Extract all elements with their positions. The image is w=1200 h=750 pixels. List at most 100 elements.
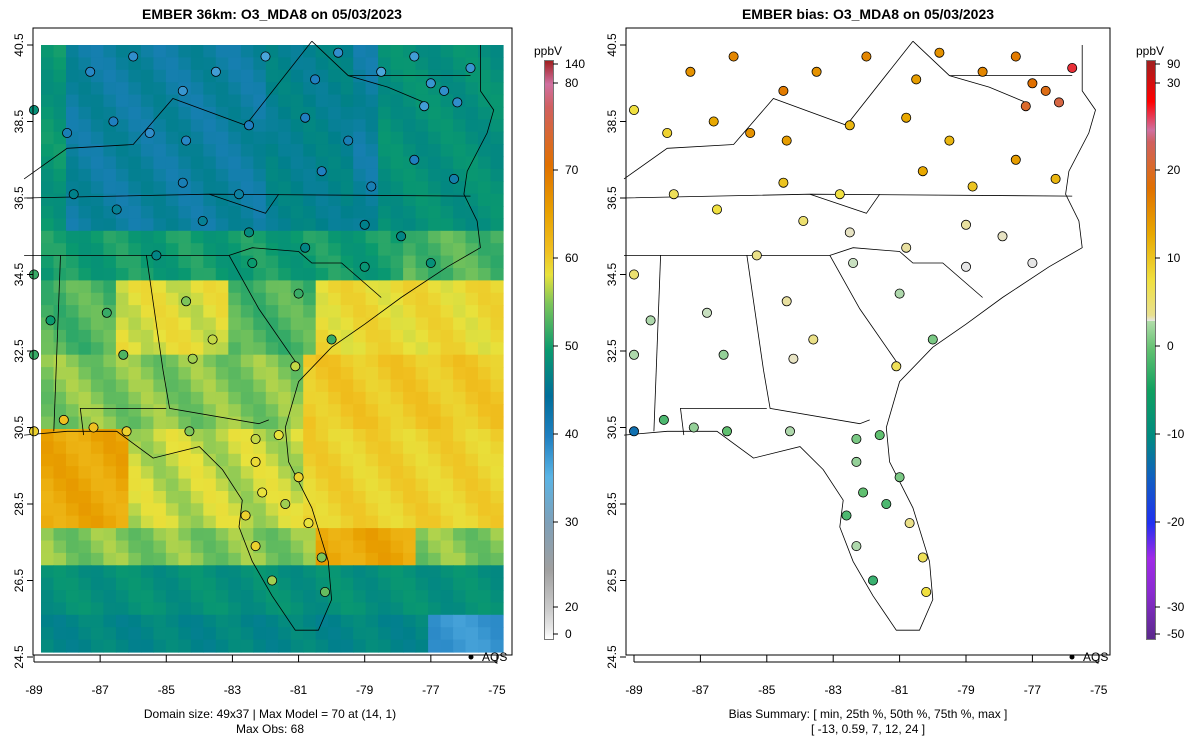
grid-cell (465, 305, 479, 319)
grid-cell (66, 552, 80, 566)
grid-cell (278, 156, 292, 170)
boundary-line (623, 40, 914, 180)
grid-cell (90, 218, 104, 232)
grid-cell (240, 69, 254, 83)
grid-cell (390, 367, 404, 381)
grid-cell (90, 491, 104, 504)
grid-cell (53, 45, 67, 58)
grid-cell (378, 565, 392, 579)
grid-cell (215, 243, 229, 257)
grid-cell (278, 280, 292, 294)
grid-cell (265, 329, 279, 343)
grid-cell (465, 367, 479, 381)
grid-cell (265, 404, 279, 418)
grid-cell (228, 57, 242, 71)
grid-cell (440, 317, 454, 331)
station-obs-point (376, 66, 387, 77)
grid-cell (265, 82, 279, 96)
grid-cell (78, 466, 92, 480)
grid-cell (315, 57, 329, 71)
grid-cell (203, 478, 217, 492)
grid-cell (228, 565, 242, 579)
grid-cell (378, 193, 392, 207)
station-obs-point (184, 426, 195, 437)
grid-cell (315, 329, 329, 343)
grid-cell (378, 144, 392, 158)
grid-cell (453, 193, 467, 207)
grid-cell (403, 478, 417, 492)
grid-cell (340, 379, 354, 393)
grid-cell (128, 491, 142, 504)
grid-cell (478, 94, 492, 108)
grid-cell (140, 292, 154, 306)
grid-cell (240, 206, 254, 219)
grid-cell (153, 144, 167, 158)
grid-cell (328, 243, 342, 257)
grid-cell (465, 45, 479, 58)
colorbar-tick-label-left: 80 (565, 76, 579, 90)
grid-cell (290, 94, 304, 108)
grid-cell (365, 429, 379, 442)
grid-cell (240, 131, 254, 145)
grid-cell (140, 552, 154, 566)
x-tick-label-right: -85 (758, 683, 776, 697)
grid-cell (303, 639, 317, 653)
grid-cell (440, 391, 454, 405)
grid-cell (378, 552, 392, 566)
grid-cell (365, 515, 379, 529)
grid-cell (390, 515, 404, 529)
x-tick-label-right: -79 (957, 683, 975, 697)
grid-cell (228, 168, 242, 182)
grid-cell (215, 106, 229, 120)
station-bias-point (662, 127, 673, 138)
grid-cell (103, 69, 117, 83)
grid-cell (78, 317, 92, 331)
grid-cell (478, 429, 492, 442)
grid-cell (190, 305, 204, 319)
left-colorbar-unit: ppbV (534, 44, 562, 58)
grid-cell (90, 119, 104, 133)
station-bias-point (778, 85, 789, 96)
grid-cell (153, 552, 167, 566)
grid-cell (66, 478, 80, 492)
grid-cell (353, 602, 367, 616)
grid-cell (265, 181, 279, 195)
grid-cell (253, 268, 267, 281)
grid-cell (465, 540, 479, 554)
grid-cell (165, 156, 179, 170)
grid-cell (265, 255, 279, 269)
grid-cell (66, 565, 80, 579)
grid-cell (190, 329, 204, 343)
station-obs-point (319, 587, 330, 598)
x-tick-label-left: -77 (422, 683, 440, 697)
station-bias-point (668, 189, 679, 200)
grid-cell (403, 441, 417, 455)
grid-cell (103, 614, 117, 628)
grid-cell (403, 268, 417, 281)
grid-cell (365, 404, 379, 418)
grid-cell (228, 552, 242, 566)
grid-cell (490, 168, 504, 182)
grid-cell (428, 230, 442, 244)
grid-cell (240, 639, 254, 653)
grid-cell (490, 218, 504, 232)
boundary-line (680, 407, 767, 436)
grid-cell (390, 590, 404, 604)
grid-cell (340, 106, 354, 120)
grid-cell (178, 230, 192, 244)
grid-cell (240, 466, 254, 480)
grid-cell (178, 206, 192, 219)
grid-cell (428, 515, 442, 529)
grid-cell (365, 614, 379, 628)
grid-cell (165, 577, 179, 591)
grid-cell (328, 255, 342, 269)
grid-cell (415, 255, 429, 269)
grid-cell (378, 119, 392, 133)
grid-cell (153, 280, 167, 294)
grid-cell (290, 540, 304, 554)
grid-cell (78, 106, 92, 120)
grid-cell (265, 193, 279, 207)
grid-cell (78, 144, 92, 158)
grid-cell (428, 416, 442, 430)
grid-cell (41, 329, 55, 343)
